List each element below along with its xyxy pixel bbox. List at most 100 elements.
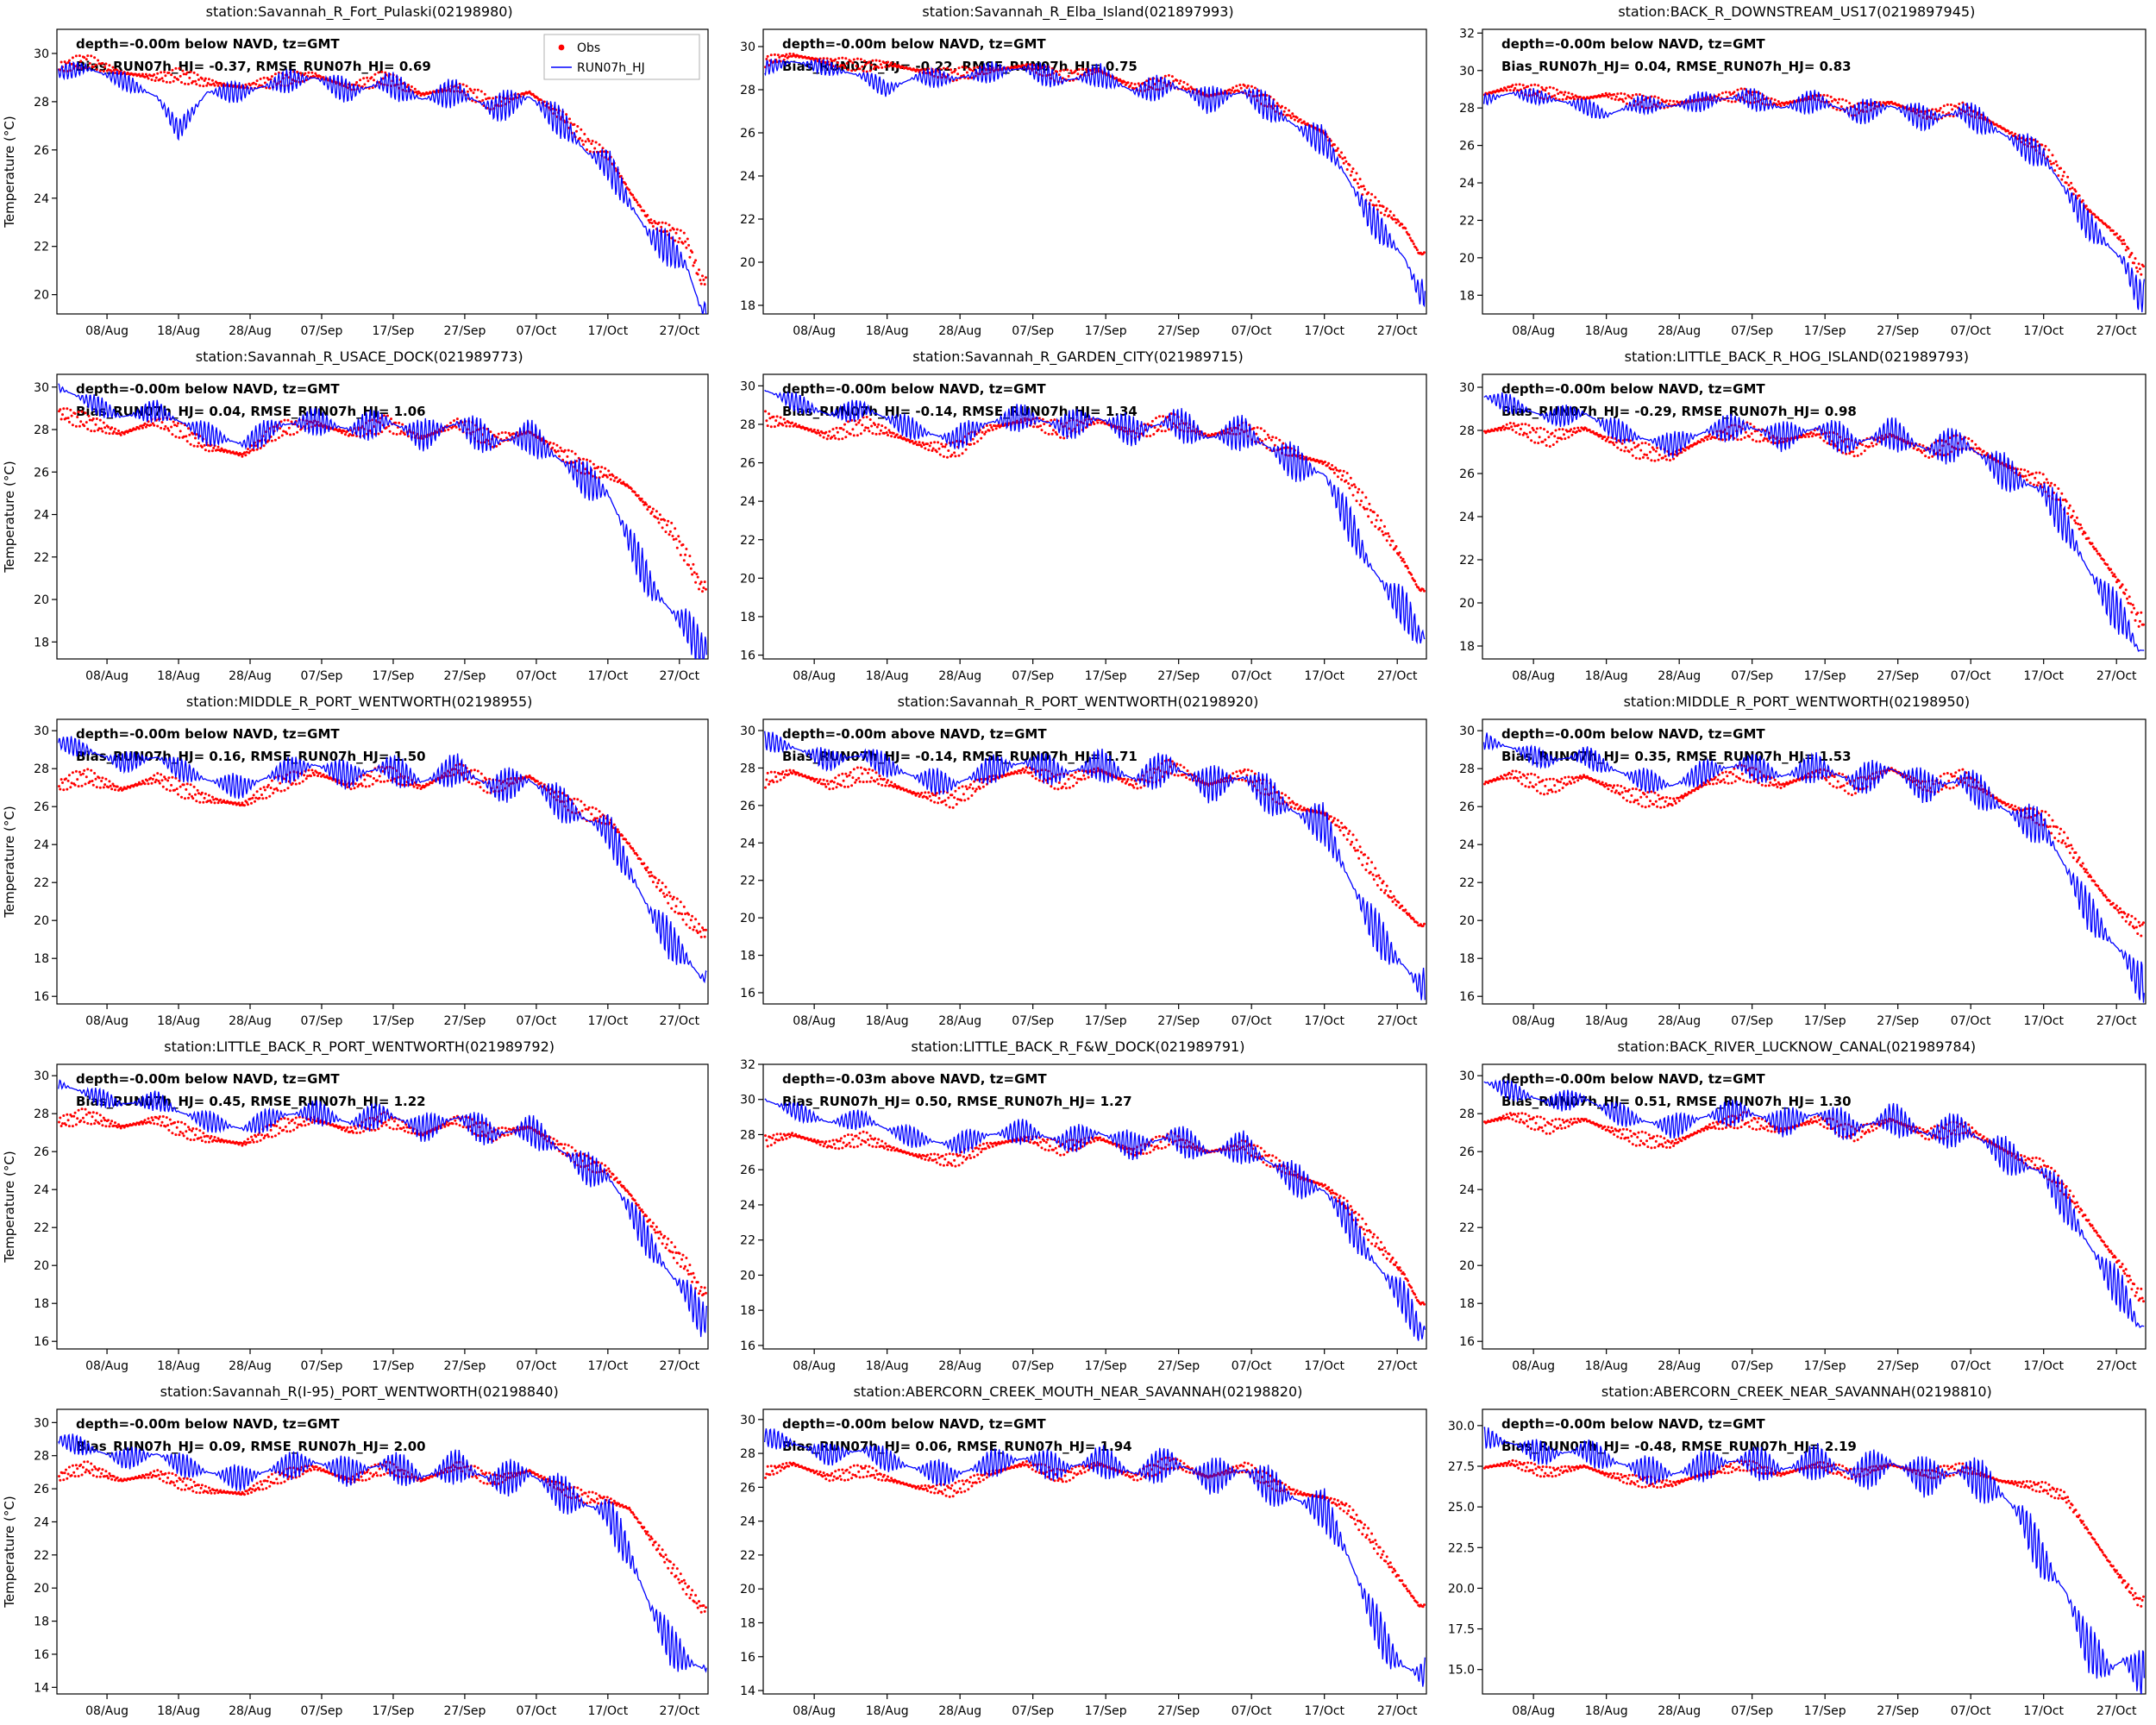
x-tick-label: 07/Sep	[1012, 324, 1055, 338]
x-tick-label: 17/Oct	[2023, 669, 2064, 683]
y-tick-label: 28	[34, 96, 49, 110]
y-tick-label: 18	[741, 950, 756, 963]
model-line	[58, 383, 708, 659]
depth-label: depth=-0.00m below NAVD, tz=GMT	[1501, 1416, 1765, 1432]
y-tick-label: 26	[34, 466, 49, 480]
y-tick-label: 24	[741, 170, 756, 184]
legend-obs-marker	[558, 44, 565, 51]
x-tick-label: 17/Sep	[1085, 1704, 1127, 1718]
x-tick-label: 27/Sep	[444, 324, 486, 338]
x-tick-label: 17/Oct	[1305, 324, 1345, 338]
y-tick-label: 22	[34, 1549, 49, 1563]
x-tick-label: 28/Aug	[229, 1014, 272, 1028]
x-tick-label: 08/Aug	[85, 669, 128, 683]
subplot: station:BACK_R_DOWNSTREAM_US17(021989794…	[1438, 0, 2156, 345]
subplot: station:Savannah_R_Elba_Island(021897993…	[718, 0, 1437, 345]
depth-label: depth=-0.00m below NAVD, tz=GMT	[782, 381, 1046, 397]
y-axis-label: Temperature (°C)	[2, 116, 17, 228]
x-tick-label: 18/Aug	[866, 669, 909, 683]
subplot: station:ABERCORN_CREEK_NEAR_SAVANNAH(021…	[1438, 1380, 2156, 1725]
x-tick-label: 17/Sep	[1804, 324, 1846, 338]
x-tick-label: 17/Oct	[588, 324, 629, 338]
subplot: station:MIDDLE_R_PORT_WENTWORTH(02198955…	[0, 690, 718, 1035]
x-tick-label: 17/Oct	[1305, 669, 1345, 683]
x-tick-label: 17/Sep	[1804, 1359, 1846, 1373]
x-tick-label: 08/Aug	[85, 324, 128, 338]
x-tick-label: 07/Oct	[1951, 669, 1991, 683]
y-tick-label: 32	[1459, 27, 1475, 41]
x-tick-label: 07/Sep	[1012, 1014, 1055, 1028]
subplot-title: station:Savannah_R_Elba_Island(021897993…	[922, 3, 1234, 20]
axes-frame	[1482, 28, 2147, 315]
x-tick-label: 07/Oct	[1232, 669, 1272, 683]
x-tick-label: 08/Aug	[793, 1704, 837, 1718]
x-tick-label: 07/Sep	[301, 1704, 343, 1718]
x-tick-label: 28/Aug	[1658, 1014, 1701, 1028]
x-tick-label: 07/Sep	[1731, 669, 1773, 683]
y-tick-label: 24	[34, 838, 49, 852]
y-tick-label: 20	[1459, 597, 1475, 611]
x-tick-label: 17/Sep	[1804, 669, 1846, 683]
y-tick-label: 18	[741, 1617, 756, 1631]
y-tick-label: 26	[1459, 467, 1475, 481]
axes-frame	[762, 28, 1428, 315]
x-tick-label: 07/Oct	[1951, 1359, 1991, 1373]
y-tick-label: 28	[741, 1447, 756, 1461]
y-tick-label: 16	[741, 987, 756, 1000]
x-tick-label: 17/Oct	[2023, 1359, 2064, 1373]
y-tick-label: 30	[741, 41, 756, 54]
obs-scatter	[1482, 763, 2145, 938]
x-tick-label: 17/Oct	[1305, 1359, 1345, 1373]
plot-canvas: 16 18 20 22 24 26 28 30 08/Aug 18/Aug 28/Aug 07/Sep…	[1459, 718, 2147, 1028]
x-tick-label: 18/Aug	[866, 324, 909, 338]
x-tick-label: 08/Aug	[793, 324, 837, 338]
x-tick-label: 28/Aug	[1658, 324, 1701, 338]
y-tick-label: 22	[741, 1549, 756, 1563]
y-tick-label: 16	[1459, 990, 1475, 1004]
stats-label: Bias_RUN07h_HJ= 0.16, RMSE_RUN07h_HJ= 1.…	[76, 749, 426, 764]
x-tick-label: 28/Aug	[229, 669, 272, 683]
y-tick-label: 20	[1459, 1259, 1475, 1273]
subplot-title: station:ABERCORN_CREEK_NEAR_SAVANNAH(021…	[1601, 1383, 1992, 1400]
subplot: station:LITTLE_BACK_R_HOG_ISLAND(0219897…	[1438, 345, 2156, 690]
x-tick-label: 28/Aug	[1658, 669, 1701, 683]
y-tick-label: 18	[34, 636, 49, 649]
y-tick-label: 16	[1459, 1335, 1475, 1349]
stats-label: Bias_RUN07h_HJ= 0.51, RMSE_RUN07h_HJ= 1.…	[1501, 1094, 1852, 1109]
x-tick-label: 28/Aug	[939, 1704, 982, 1718]
y-tick-label: 28	[741, 1128, 756, 1142]
y-tick-label: 30	[741, 1414, 756, 1427]
subplot-title: station:MIDDLE_R_PORT_WENTWORTH(02198950…	[1623, 693, 1971, 710]
y-tick-label: 28	[741, 84, 756, 97]
obs-scatter	[58, 762, 708, 938]
y-tick-label: 28	[1459, 424, 1475, 438]
y-tick-label: 18	[1459, 289, 1475, 303]
model-line	[58, 1433, 708, 1673]
x-tick-label: 18/Aug	[157, 324, 200, 338]
plot-canvas: 20 22 24 26 28 30 08/Aug 18/Aug 28/Aug 07/Sep 17/S…	[2, 28, 709, 338]
axes-frame	[762, 1408, 1428, 1695]
x-tick-label: 17/Oct	[2023, 1704, 2064, 1718]
x-tick-label: 07/Oct	[1951, 1014, 1991, 1028]
x-tick-label: 18/Aug	[157, 1704, 200, 1718]
obs-scatter	[764, 1456, 1426, 1609]
y-tick-label: 30	[741, 724, 756, 738]
x-tick-label: 27/Sep	[1877, 324, 1919, 338]
y-tick-label: 16	[34, 990, 49, 1004]
y-tick-label: 24	[741, 837, 756, 850]
depth-label: depth=-0.00m below NAVD, tz=GMT	[1501, 1071, 1765, 1087]
axes-frame	[56, 373, 709, 660]
x-tick-label: 27/Oct	[660, 1014, 700, 1028]
subplot: station:Savannah_R_USACE_DOCK(021989773)…	[0, 345, 718, 690]
subplot: station:Savannah_R_Fort_Pulaski(02198980…	[0, 0, 718, 345]
x-tick-label: 18/Aug	[1585, 324, 1628, 338]
y-tick-label: 18	[34, 1615, 49, 1629]
x-tick-label: 27/Sep	[1877, 1359, 1919, 1373]
y-tick-label: 24	[1459, 511, 1475, 524]
model-line	[764, 389, 1426, 645]
obs-scatter	[1482, 1111, 2145, 1303]
stats-label: Bias_RUN07h_HJ= 0.50, RMSE_RUN07h_HJ= 1.…	[782, 1094, 1132, 1109]
axes-frame	[762, 373, 1428, 660]
y-tick-label: 16	[34, 1335, 49, 1349]
x-tick-label: 27/Sep	[1158, 669, 1200, 683]
